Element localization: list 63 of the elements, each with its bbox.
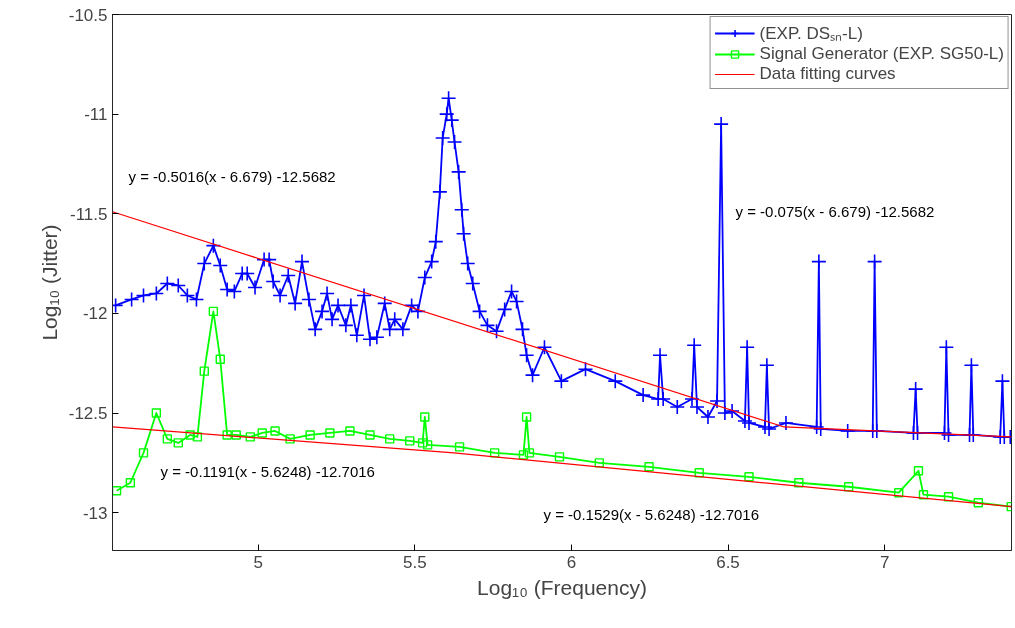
point (138, 448, 149, 458)
point (973, 497, 983, 508)
point (345, 426, 355, 436)
point (385, 434, 395, 444)
point (215, 354, 225, 364)
point (518, 450, 529, 460)
y-tick-label: -10.5 (68, 5, 108, 25)
point (112, 486, 122, 496)
point (192, 432, 203, 442)
point (231, 430, 241, 440)
x-tick-label: 7 (879, 552, 890, 572)
point (744, 472, 754, 482)
y-tick-label: -13 (82, 503, 108, 523)
point (521, 412, 532, 422)
x-tick-label: 5 (253, 552, 263, 572)
y-tick-label: -12 (82, 304, 108, 324)
point (185, 430, 195, 440)
point (794, 478, 804, 488)
x-axis-title: Log₁₀ (Frequency) (477, 575, 647, 599)
point (365, 430, 375, 440)
point (208, 306, 219, 317)
point (173, 438, 183, 448)
point (245, 432, 256, 442)
point (554, 452, 565, 462)
y-tick-label: -11.5 (70, 204, 108, 224)
legend-label: (EXP. DSₛₙ-L) (759, 23, 863, 44)
y-tick-label: -12.5 (68, 404, 108, 424)
point (420, 412, 430, 422)
point (417, 438, 428, 448)
point (199, 366, 209, 376)
point (894, 488, 904, 498)
point (405, 436, 415, 446)
point (644, 462, 654, 472)
point (305, 430, 315, 440)
point (285, 434, 295, 444)
point (918, 490, 929, 500)
point (222, 430, 232, 440)
point (325, 428, 335, 438)
annotation: y = -0.1529(x - 5.6248) -12.7016 (543, 506, 760, 523)
y-axis-title: Log₁₀ (Jitter) (37, 224, 61, 341)
x-tick-label: 6.5 (716, 552, 740, 572)
y-tick-label: -11 (84, 105, 108, 125)
point (524, 448, 535, 458)
legend-label: Signal Generator (EXP. SG50-L) (759, 44, 1004, 64)
annotation: y = -0.1191(x - 5.6248) -12.7016 (160, 463, 375, 480)
x-tick-label: 5.5 (402, 552, 427, 572)
point (125, 478, 136, 488)
point (454, 442, 465, 452)
annotation: y = -0.075(x - 6.679) -12.5682 (735, 203, 935, 220)
point (489, 448, 500, 458)
x-tick-label: 6 (566, 552, 577, 572)
point (151, 408, 162, 418)
point (943, 492, 954, 502)
legend-label: Data fitting curves (759, 64, 896, 84)
annotation: y = -0.5016(x - 6.679) -12.5682 (128, 168, 336, 185)
point (257, 428, 267, 438)
point (270, 426, 280, 436)
point (913, 466, 924, 476)
point (694, 468, 704, 478)
point (594, 458, 604, 468)
point (422, 440, 433, 450)
point (162, 434, 173, 444)
point (843, 482, 854, 492)
